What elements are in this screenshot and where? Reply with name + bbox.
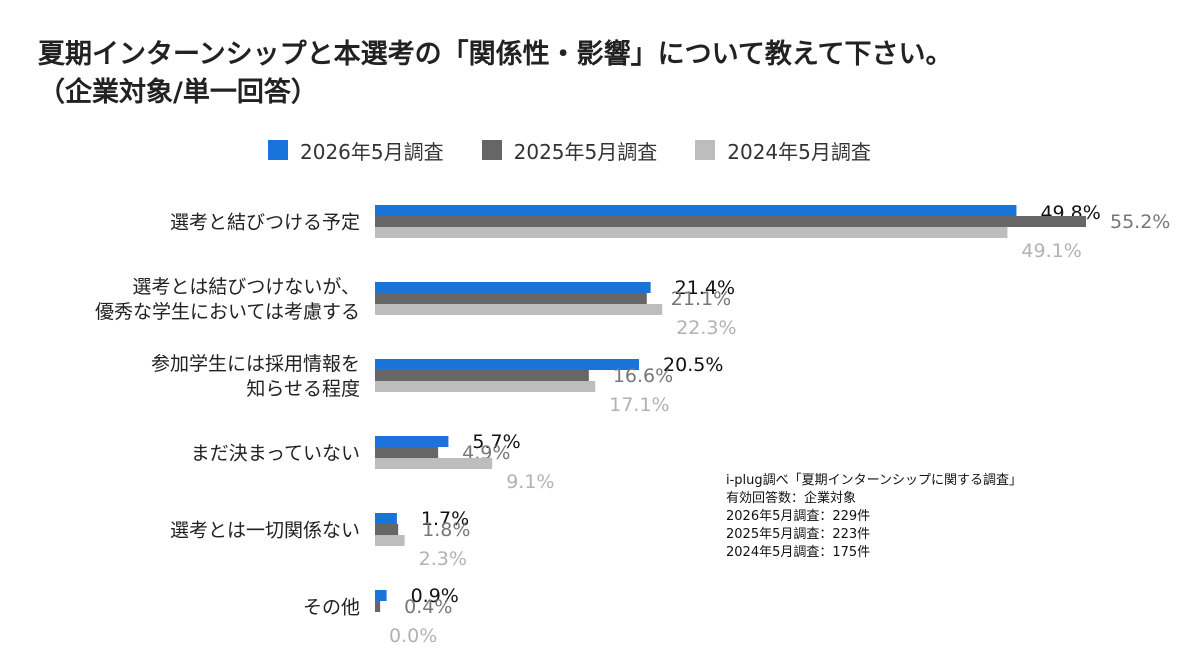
source-line-5: 2024年5月調査：175件: [726, 545, 871, 560]
legend: 2026年5月調査 2025年5月調査 2024年5月調査: [268, 133, 909, 167]
data-label: 49.1%: [1021, 240, 1081, 262]
legend-swatch-2026: [268, 140, 288, 160]
bar: [375, 282, 651, 293]
data-label: 17.1%: [609, 394, 669, 416]
data-label: 5.7%: [472, 431, 520, 453]
data-label: 0.4%: [404, 596, 452, 618]
category-label: 選考とは結びつけないが、: [132, 276, 360, 298]
source-note: i-plug調べ「夏期インターンシップに関する調査」 有効回答数：企業対象 20…: [726, 472, 1022, 562]
bar: [375, 590, 387, 601]
category-label: その他: [303, 597, 360, 619]
data-label: 22.3%: [676, 317, 736, 339]
bar: [375, 216, 1086, 227]
bar: [375, 293, 647, 304]
bar: [375, 601, 381, 612]
category-label: 参加学生には採用情報を: [151, 353, 360, 375]
data-label: 0.0%: [389, 625, 437, 647]
category-label: 選考と結びつける予定: [170, 212, 360, 234]
data-label: 2.3%: [419, 548, 467, 570]
source-line-3: 2026年5月調査：229件: [726, 509, 871, 524]
bar: [375, 381, 596, 392]
data-label: 1.8%: [422, 519, 470, 541]
legend-label-2024: 2024年5月調査: [727, 139, 871, 164]
bar: [375, 205, 1017, 216]
source-line-1: i-plug調べ「夏期インターンシップに関する調査」: [726, 473, 1023, 488]
legend-label-2025: 2025年5月調査: [513, 139, 658, 164]
bar: [375, 436, 449, 447]
bar: [375, 535, 405, 546]
bar: [375, 227, 1008, 238]
bar: [375, 513, 397, 524]
category-label: まだ決まっていない: [191, 443, 360, 465]
bar: [375, 359, 640, 370]
legend-item-2026: 2026年5月調査: [268, 136, 444, 165]
legend-swatch-2024: [695, 140, 716, 160]
data-label: 21.1%: [671, 288, 731, 310]
bar: [375, 447, 439, 458]
data-label: 55.2%: [1110, 211, 1170, 233]
legend-label-2026: 2026年5月調査: [300, 139, 444, 164]
chart-title-line1: 夏期インターンシップと本選考の「関係性・影響」について教えて下さい。: [38, 39, 953, 70]
data-label: 16.6%: [613, 365, 673, 387]
category-label: 知らせる程度: [246, 378, 360, 400]
data-label: 20.5%: [663, 354, 723, 376]
chart-title: 夏期インターンシップと本選考の「関係性・影響」について教えて下さい。 （企業対象…: [38, 36, 953, 112]
data-label: 0.9%: [411, 585, 459, 607]
legend-item-2024: 2024年5月調査: [695, 136, 871, 165]
bar: [375, 304, 663, 315]
category-label: 選考とは一切関係ない: [170, 520, 360, 542]
bar: [375, 524, 399, 535]
source-line-4: 2025年5月調査：223件: [726, 527, 871, 542]
source-line-2: 有効回答数：企業対象: [726, 491, 857, 506]
data-label: 9.1%: [506, 471, 554, 493]
legend-swatch-2025: [481, 140, 502, 160]
legend-item-2025: 2025年5月調査: [481, 136, 658, 165]
data-label: 1.7%: [421, 508, 469, 530]
category-label: 優秀な学生においては考慮する: [95, 301, 360, 323]
data-label: 21.4%: [675, 277, 735, 299]
bar: [375, 458, 493, 469]
bar: [375, 370, 589, 381]
chart-title-line2: （企業対象/単一回答）: [38, 77, 318, 108]
